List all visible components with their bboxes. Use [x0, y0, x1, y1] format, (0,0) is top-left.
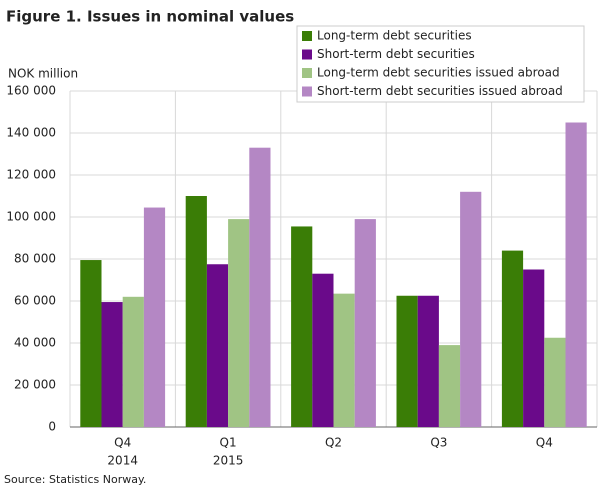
source: Source: Statistics Norway.	[4, 473, 146, 486]
bar	[143, 207, 166, 427]
legend-swatch	[302, 68, 312, 78]
y-tick-label: 40 000	[14, 336, 56, 350]
x-tick-label: Q4	[536, 436, 553, 450]
x-tick-year: 2014	[107, 454, 138, 468]
bar	[565, 122, 587, 427]
y-axis-label: NOK million	[8, 67, 78, 81]
legend-swatch	[302, 86, 312, 97]
y-tick-label: 160 000	[6, 84, 56, 98]
legend-swatch	[302, 31, 312, 41]
y-tick-label: 120 000	[6, 168, 56, 182]
bar	[501, 250, 524, 427]
bar	[333, 293, 355, 427]
y-tick-label: 20 000	[14, 378, 56, 392]
chart-title: Figure 1. Issues in nominal values	[6, 8, 294, 26]
x-tick-label: Q2	[325, 436, 342, 450]
bar	[312, 273, 334, 427]
y-tick-label: 60 000	[14, 294, 56, 308]
bar	[544, 337, 566, 427]
x-tick-year: 2015	[213, 454, 244, 468]
bar	[438, 345, 461, 427]
bar	[354, 219, 376, 427]
bar	[185, 196, 207, 427]
bar	[249, 147, 271, 427]
bar	[206, 264, 229, 427]
bar	[523, 269, 545, 427]
bar	[101, 302, 123, 427]
bar	[80, 260, 102, 427]
x-tick-label: Q3	[430, 436, 447, 450]
y-tick-label: 0	[48, 420, 56, 434]
bar	[291, 226, 313, 427]
bar	[460, 191, 482, 427]
bar	[417, 295, 439, 427]
bar	[122, 296, 144, 427]
legend-box	[296, 25, 585, 103]
y-tick-label: 140 000	[6, 126, 56, 140]
x-tick-label: Q4	[114, 436, 131, 450]
legend-label: Short-term debt securities	[317, 47, 475, 61]
legend-label: Long-term debt securities	[317, 29, 472, 43]
x-tick-label: Q1	[220, 436, 237, 450]
legend-label: Short-term debt securities issued abroad	[317, 84, 563, 98]
y-tick-label: 100 000	[6, 210, 56, 224]
legend-swatch	[302, 49, 312, 60]
legend-label: Long-term debt securities issued abroad	[317, 66, 560, 80]
y-tick-label: 80 000	[14, 252, 56, 266]
bar	[396, 295, 418, 427]
bar	[228, 219, 250, 427]
